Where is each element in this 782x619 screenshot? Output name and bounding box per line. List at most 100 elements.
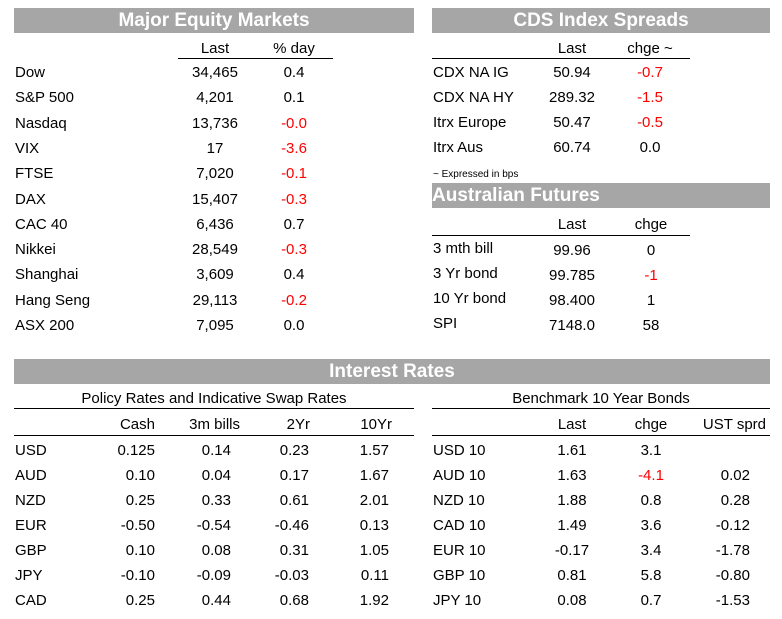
equity-row-last: 7,020 — [196, 165, 234, 183]
policy-row-currency: EUR — [15, 517, 47, 534]
policy-col-10yr: 10Yr — [360, 416, 392, 433]
equity-row-last: 17 — [206, 139, 224, 157]
cds-row-name: CDX NA IG — [433, 64, 509, 81]
equity-row-day: 0.7 — [283, 215, 305, 233]
equity-row-name: CAC 40 — [15, 215, 68, 233]
equity-row-last: 34,465 — [192, 64, 238, 81]
bond-row-name: USD 10 — [433, 442, 486, 459]
cds-row-last: 50.47 — [553, 114, 591, 131]
equity-row-name: ASX 200 — [15, 317, 75, 334]
bonds-col-spread: UST sprd — [702, 416, 766, 433]
equity-row-last: 7,095 — [196, 317, 234, 334]
policy-row-10yr: 1.67 — [359, 467, 389, 484]
policy-row-cash: -0.50 — [120, 517, 155, 534]
cds-row-chg: -0.7 — [637, 64, 663, 81]
bond-row-last: 1.49 — [557, 517, 587, 534]
policy-row-cash: 0.125 — [117, 442, 155, 459]
equity-row-name: S&P 500 — [15, 89, 74, 107]
bond-row-name: NZD 10 — [433, 492, 485, 509]
equity-row-last: 28,549 — [192, 241, 238, 259]
futures-header: Australian Futures — [432, 183, 770, 208]
policy-col-2yr: 2Yr — [286, 416, 310, 433]
bond-row-chg: 0.8 — [640, 492, 662, 509]
equity-row-day: 0.0 — [283, 317, 305, 334]
policy-row-currency: CAD — [15, 592, 47, 609]
policy-row-cash: 0.25 — [125, 492, 155, 509]
bond-row-last: -0.17 — [554, 542, 590, 559]
futures-row-name: 3 mth bill — [433, 240, 494, 257]
futures-row-last: 98.400 — [549, 292, 595, 309]
bond-row-last: 1.63 — [557, 467, 587, 484]
policy-row-10yr: 1.92 — [359, 592, 389, 609]
policy-row-bills: 0.44 — [201, 592, 231, 609]
bond-row-name: GBP 10 — [433, 567, 486, 584]
equity-row-day: -0.3 — [281, 190, 307, 208]
futures-row-last: 99.785 — [549, 267, 595, 284]
equity-row-name: Nasdaq — [15, 114, 67, 132]
futures-row-chg: -1 — [644, 267, 658, 284]
equity-row-name: Hang Seng — [15, 291, 91, 309]
policy-row-currency: GBP — [15, 542, 47, 559]
policy-row-bills: 0.14 — [201, 442, 231, 459]
bond-row-chg: -4.1 — [638, 467, 664, 484]
futures-header-rule — [432, 235, 690, 236]
cds-row-last: 60.74 — [553, 139, 591, 156]
cds-row-name: Itrx Europe — [433, 114, 507, 131]
futures-row-name: 10 Yr bond — [433, 290, 507, 307]
bond-row-spread: 0.02 — [720, 467, 750, 484]
equity-row-day: 0.4 — [283, 64, 305, 81]
bond-row-spread: -1.78 — [715, 542, 750, 559]
policy-row-cash: 0.10 — [125, 542, 155, 559]
cds-row-name: CDX NA HY — [433, 89, 514, 106]
bond-row-spread: 0.28 — [720, 492, 750, 509]
bond-row-name: CAD 10 — [433, 517, 486, 534]
equity-col-day: % day — [273, 40, 315, 57]
bond-row-last: 1.61 — [557, 442, 587, 459]
cds-row-chg: -1.5 — [637, 89, 663, 106]
equity-row-name: FTSE — [15, 165, 54, 183]
interest-header: Interest Rates — [14, 359, 770, 384]
policy-row-2yr: 0.61 — [279, 492, 309, 509]
policy-subtitle: Policy Rates and Indicative Swap Rates — [81, 390, 347, 407]
bond-row-chg: 5.8 — [640, 567, 662, 584]
equity-row-day: -0.2 — [281, 291, 307, 309]
equity-row-name: DAX — [15, 190, 46, 208]
policy-row-10yr: 2.01 — [359, 492, 389, 509]
bond-row-name: AUD 10 — [433, 467, 486, 484]
bond-row-chg: 0.7 — [640, 592, 662, 609]
bonds-subtitle: Benchmark 10 Year Bonds — [512, 390, 690, 407]
equity-row-day: -0.3 — [281, 241, 307, 259]
policy-row-cash: 0.25 — [125, 592, 155, 609]
bond-row-last: 0.08 — [557, 592, 587, 609]
equity-row-name: Shanghai — [15, 266, 79, 284]
equity-row-day: -0.0 — [281, 114, 307, 132]
bond-row-chg: 3.1 — [640, 442, 662, 459]
policy-col-cash: Cash — [119, 416, 155, 433]
policy-row-10yr: 1.05 — [359, 542, 389, 559]
equity-row-last: 3,609 — [196, 266, 234, 284]
bond-row-last: 0.81 — [557, 567, 587, 584]
equity-col-last: Last — [200, 40, 230, 57]
policy-row-10yr: 1.57 — [359, 442, 389, 459]
cds-row-name: Itrx Aus — [433, 139, 484, 156]
futures-row-chg: 1 — [646, 292, 656, 309]
equity-row-name: Dow — [15, 64, 46, 81]
policy-row-2yr: 0.31 — [279, 542, 309, 559]
policy-row-bills: -0.09 — [196, 567, 231, 584]
equity-row-day: -3.6 — [281, 139, 307, 157]
futures-row-name: 3 Yr bond — [433, 265, 498, 282]
policy-row-2yr: 0.68 — [279, 592, 309, 609]
cds-row-last: 50.94 — [553, 64, 591, 81]
equity-row-last: 15,407 — [192, 190, 238, 208]
policy-col-bills: 3m bills — [189, 416, 240, 433]
policy-row-2yr: 0.23 — [279, 442, 309, 459]
policy-row-bills: 0.33 — [201, 492, 231, 509]
policy-row-bills: 0.08 — [201, 542, 231, 559]
bond-row-last: 1.88 — [557, 492, 587, 509]
cds-row-chg: 0.0 — [639, 139, 661, 156]
equity-row-last: 29,113 — [192, 291, 238, 309]
policy-row-cash: 0.10 — [125, 467, 155, 484]
bond-row-name: JPY 10 — [433, 592, 482, 609]
policy-row-2yr: -0.46 — [274, 517, 309, 534]
policy-row-bills: -0.54 — [196, 517, 231, 534]
